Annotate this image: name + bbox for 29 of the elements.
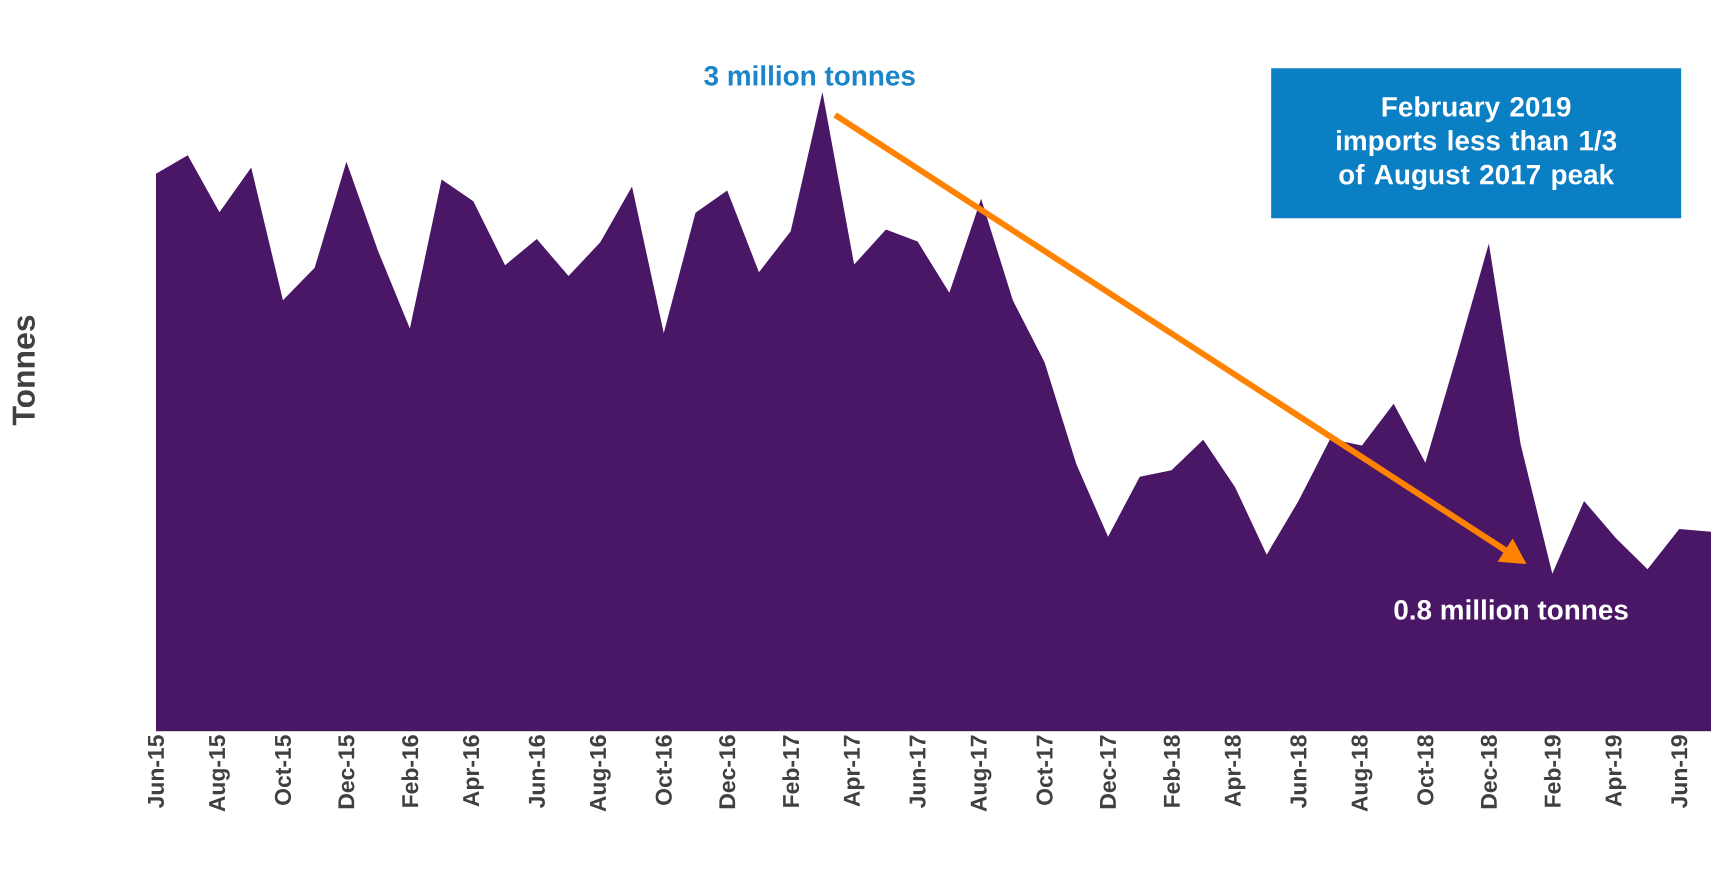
x-tick-label: Aug-15 [209,735,230,812]
x-tick-label: Apr-17 [843,735,865,807]
x-tick-label: Dec-15 [338,735,355,809]
x-tick-label: Feb-17 [782,735,800,807]
x-tick-label: Apr-18 [1224,735,1246,807]
x-tick-label: Dec-18 [1480,735,1497,809]
x-tick-label: Feb-16 [401,735,419,807]
x-tick-label: Jun-16 [528,735,545,809]
x-tick-label: Dec-17 [1100,735,1117,809]
x-tick-label: Jun-15 [148,735,164,809]
x-tick-label: Jun-19 [1671,735,1688,809]
annotation: February 2019 imports less than 1/3 of August 2017 peak [1337,96,1617,191]
annotation: 0.8 million tonnes [1394,599,1628,620]
x-tick-label: Aug-16 [589,735,611,812]
y-axis-title: Tonnes [12,315,35,426]
x-tick-label: Oct-17 [1036,735,1053,805]
x-tick-label: Jun-17 [909,735,926,809]
x-tick-label: Feb-18 [1163,735,1180,807]
x-tick-label: Aug-17 [970,735,992,812]
x-tick-label: Oct-15 [274,735,292,805]
text: 3 million tonnes [704,65,915,86]
x-tick-label: Oct-16 [655,735,672,805]
x-tick-label: Apr-16 [462,735,484,807]
x-tick-label: Apr-19 [1605,735,1627,807]
x-tick-label: Aug-18 [1351,735,1373,812]
x-tick-label: Jun-18 [1290,735,1307,809]
x-tick-label: Feb-19 [1543,735,1561,807]
x-tick-label: Dec-16 [719,735,736,809]
x-tick-label: Oct-18 [1417,735,1434,805]
